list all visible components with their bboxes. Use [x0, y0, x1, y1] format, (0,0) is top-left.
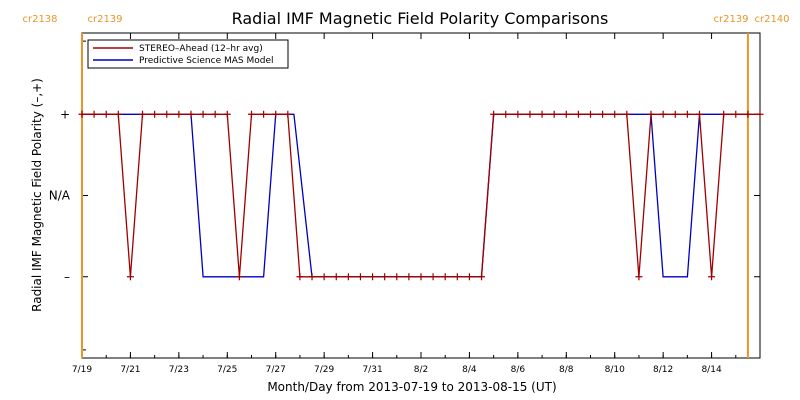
series-line-0 [82, 113, 760, 278]
y-axis-label: Radial IMF Magnetic Field Polarity (–,+) [30, 78, 44, 312]
data-point [344, 273, 352, 281]
x-tick-label: 7/21 [120, 365, 140, 375]
data-point [587, 110, 594, 118]
x-tick-label: 8/12 [653, 365, 673, 375]
data-point [175, 110, 183, 118]
data-point [562, 110, 570, 118]
x-tick-label: 8/4 [462, 365, 477, 375]
data-point [478, 273, 486, 281]
x-tick-label: 8/6 [511, 365, 526, 375]
data-point [405, 273, 413, 281]
legend-box [87, 39, 289, 69]
data-point [308, 273, 316, 281]
data-point [369, 273, 377, 281]
data-point [272, 110, 280, 118]
data-point [720, 110, 728, 118]
x-axis-label: Month/Day from 2013-07-19 to 2013-08-15 … [267, 380, 556, 394]
x-tick-label: 7/29 [314, 365, 334, 375]
cr-left-before: cr2138 [22, 14, 57, 25]
x-tick-label: 7/31 [362, 365, 382, 375]
cr-right-before: cr2139 [713, 14, 748, 25]
data-point [429, 273, 437, 281]
legend-label-stereo: STEREO–Ahead (12–hr avg) [139, 44, 263, 54]
data-point [211, 110, 219, 118]
data-point [647, 110, 655, 118]
x-tick-label: 8/2 [414, 365, 428, 375]
data-point [756, 110, 764, 118]
data-point [490, 110, 498, 118]
data-point [574, 110, 582, 118]
x-tick-label: 8/8 [559, 365, 574, 375]
x-tick-label: 8/14 [701, 365, 721, 375]
carrington-lines [81, 33, 749, 358]
data-point [381, 273, 389, 281]
data-point [538, 110, 546, 118]
data-point [126, 273, 134, 281]
data-point [139, 110, 147, 118]
data-point [732, 110, 740, 118]
data-point [465, 273, 473, 281]
legend-label-mas: Predictive Science MAS Model [139, 56, 274, 66]
data-point [623, 110, 631, 118]
x-tick-label: 7/27 [266, 365, 286, 375]
data-point [235, 273, 243, 281]
data-point [78, 110, 86, 118]
data-point [659, 110, 667, 118]
plot-frame [81, 32, 761, 359]
y-tick-label: N/A [49, 189, 71, 203]
y-axis: + N/A – [49, 40, 760, 351]
data-point [284, 110, 292, 118]
data-point [635, 273, 643, 281]
y-tick-label: – [64, 270, 70, 284]
data-point [417, 273, 425, 281]
data-point [671, 110, 679, 118]
data-point [114, 110, 122, 118]
cr-right-after: cr2140 [754, 14, 789, 25]
data-point [514, 110, 522, 118]
data-point [550, 110, 558, 118]
data-point [683, 110, 691, 118]
data-point [260, 110, 268, 118]
data-point [695, 110, 703, 118]
data-point [199, 110, 207, 118]
data-point [248, 110, 255, 118]
data-point [102, 110, 110, 118]
data-point [90, 110, 98, 118]
chart-title: Radial IMF Magnetic Field Polarity Compa… [232, 9, 609, 28]
data-point [453, 273, 461, 281]
data-point [223, 110, 231, 118]
data-point [526, 110, 534, 118]
data-point [187, 110, 195, 118]
x-tick-label: 7/25 [217, 365, 237, 375]
data-point [151, 110, 159, 118]
data-point [393, 273, 401, 281]
data-point [332, 273, 340, 281]
data-point [599, 110, 607, 118]
data-point [356, 273, 364, 281]
data-point [708, 273, 716, 281]
data-point [320, 273, 328, 281]
legend: STEREO–Ahead (12–hr avg) Predictive Scie… [87, 39, 289, 69]
data-point [744, 110, 752, 118]
x-axis: 7/19 7/21 7/23 7/25 7/27 7/29 7/31 8/2 8/4 8/6 8/8… [72, 33, 761, 375]
data-point [611, 110, 619, 118]
x-tick-label: 7/23 [169, 365, 189, 375]
x-tick-label: 7/19 [72, 365, 92, 375]
cr-left-after: cr2139 [87, 14, 122, 25]
series-line-1 [82, 113, 748, 278]
data-point [502, 110, 510, 118]
data-point [441, 273, 449, 281]
y-tick-label: + [60, 107, 70, 121]
data-point [163, 110, 171, 118]
series-layer [78, 110, 764, 281]
data-point [296, 273, 304, 281]
x-tick-label: 8/10 [605, 365, 625, 375]
